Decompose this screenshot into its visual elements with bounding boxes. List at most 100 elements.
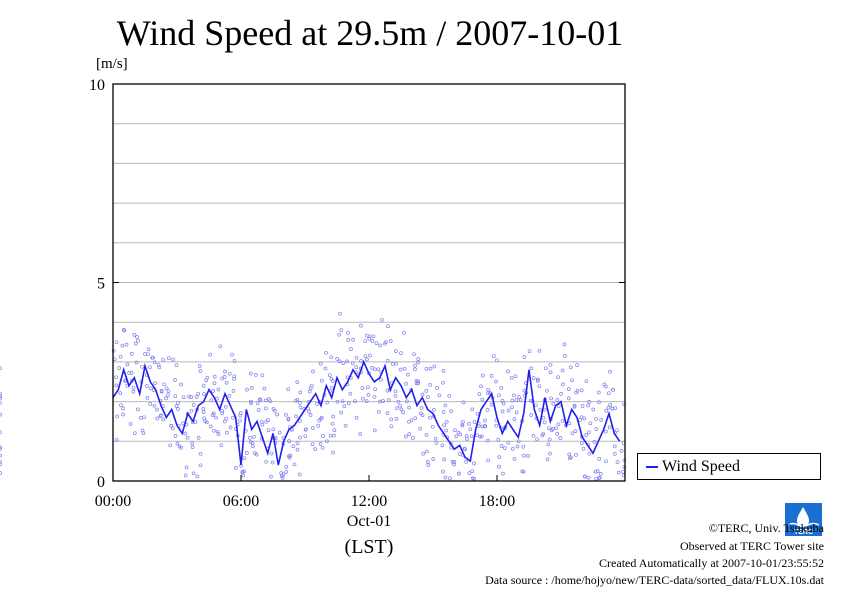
data-point xyxy=(155,416,160,421)
data-point xyxy=(529,413,533,417)
data-point xyxy=(538,407,543,412)
data-point xyxy=(280,476,285,480)
data-point xyxy=(155,407,159,412)
data-point xyxy=(441,369,446,373)
data-point xyxy=(607,425,612,430)
data-point xyxy=(604,408,609,413)
data-point xyxy=(472,420,477,424)
data-point xyxy=(293,398,298,403)
data-point xyxy=(245,387,249,392)
data-point xyxy=(248,371,253,376)
data-point xyxy=(249,386,254,390)
data-point xyxy=(460,423,465,428)
data-point xyxy=(174,363,179,368)
data-point xyxy=(424,449,429,454)
data-point xyxy=(412,352,416,357)
data-point xyxy=(223,404,228,409)
data-point xyxy=(319,415,324,420)
data-point xyxy=(367,336,372,341)
data-point xyxy=(121,412,125,417)
data-point xyxy=(0,366,2,371)
data-point xyxy=(554,426,558,431)
data-point xyxy=(616,470,621,475)
data-point xyxy=(135,335,139,339)
data-point xyxy=(227,371,232,376)
data-point xyxy=(196,436,201,440)
y-tick-label: 0 xyxy=(97,474,105,491)
data-point xyxy=(168,443,173,448)
data-point xyxy=(603,429,608,434)
footer-copyright: ©TERC, Univ. Tsukuba xyxy=(708,521,824,535)
data-point xyxy=(354,355,359,360)
data-point xyxy=(127,371,131,375)
data-point xyxy=(329,355,334,360)
data-point xyxy=(124,342,129,347)
data-point xyxy=(328,433,333,438)
data-point xyxy=(150,355,155,360)
data-point xyxy=(420,413,425,418)
data-point xyxy=(208,352,213,357)
data-point xyxy=(612,444,617,449)
data-point xyxy=(164,396,168,401)
data-point xyxy=(592,440,597,444)
data-point xyxy=(145,396,150,400)
data-point xyxy=(266,418,270,422)
data-point xyxy=(311,369,315,374)
data-point xyxy=(399,351,403,355)
data-point xyxy=(345,359,349,364)
data-point xyxy=(512,393,516,398)
data-point xyxy=(120,343,125,348)
data-point xyxy=(558,436,563,440)
data-point xyxy=(0,445,2,450)
data-point xyxy=(517,395,521,399)
data-point xyxy=(556,404,561,408)
data-point xyxy=(447,393,452,398)
data-point xyxy=(468,427,473,432)
data-point xyxy=(418,426,423,431)
data-point xyxy=(385,388,390,393)
data-point xyxy=(579,441,584,445)
data-point xyxy=(118,391,123,395)
data-point xyxy=(584,433,589,437)
data-point xyxy=(587,400,591,404)
data-point xyxy=(621,469,625,474)
data-point xyxy=(453,428,457,433)
data-point xyxy=(573,429,578,433)
data-point xyxy=(402,366,407,371)
data-point xyxy=(374,341,379,346)
data-point xyxy=(413,363,417,368)
data-point xyxy=(457,471,461,476)
data-point xyxy=(512,456,517,461)
data-point xyxy=(292,462,297,467)
data-point xyxy=(131,389,136,394)
footer-created: Created Automatically at 2007-10-01/23:5… xyxy=(599,556,824,570)
data-point xyxy=(114,438,119,442)
data-point xyxy=(205,375,210,380)
data-point xyxy=(441,469,445,474)
data-point xyxy=(269,474,273,479)
data-point xyxy=(448,476,452,481)
data-point xyxy=(366,385,370,390)
data-point xyxy=(567,421,572,426)
data-point xyxy=(359,359,363,363)
data-point xyxy=(510,447,515,451)
data-point xyxy=(0,391,2,396)
data-point xyxy=(480,397,485,402)
data-point xyxy=(497,464,501,469)
data-point xyxy=(531,376,536,380)
data-point xyxy=(470,407,475,412)
data-point xyxy=(349,347,353,351)
data-point xyxy=(360,386,365,390)
data-point xyxy=(353,399,357,404)
data-point xyxy=(359,323,363,328)
data-point xyxy=(266,428,271,433)
data-point xyxy=(521,444,526,449)
data-point xyxy=(548,362,553,367)
data-point xyxy=(330,379,335,383)
data-point xyxy=(581,446,586,451)
data-point xyxy=(271,427,276,432)
data-point xyxy=(315,402,319,406)
data-point xyxy=(363,354,368,359)
data-point xyxy=(222,375,227,379)
data-point xyxy=(413,416,418,421)
